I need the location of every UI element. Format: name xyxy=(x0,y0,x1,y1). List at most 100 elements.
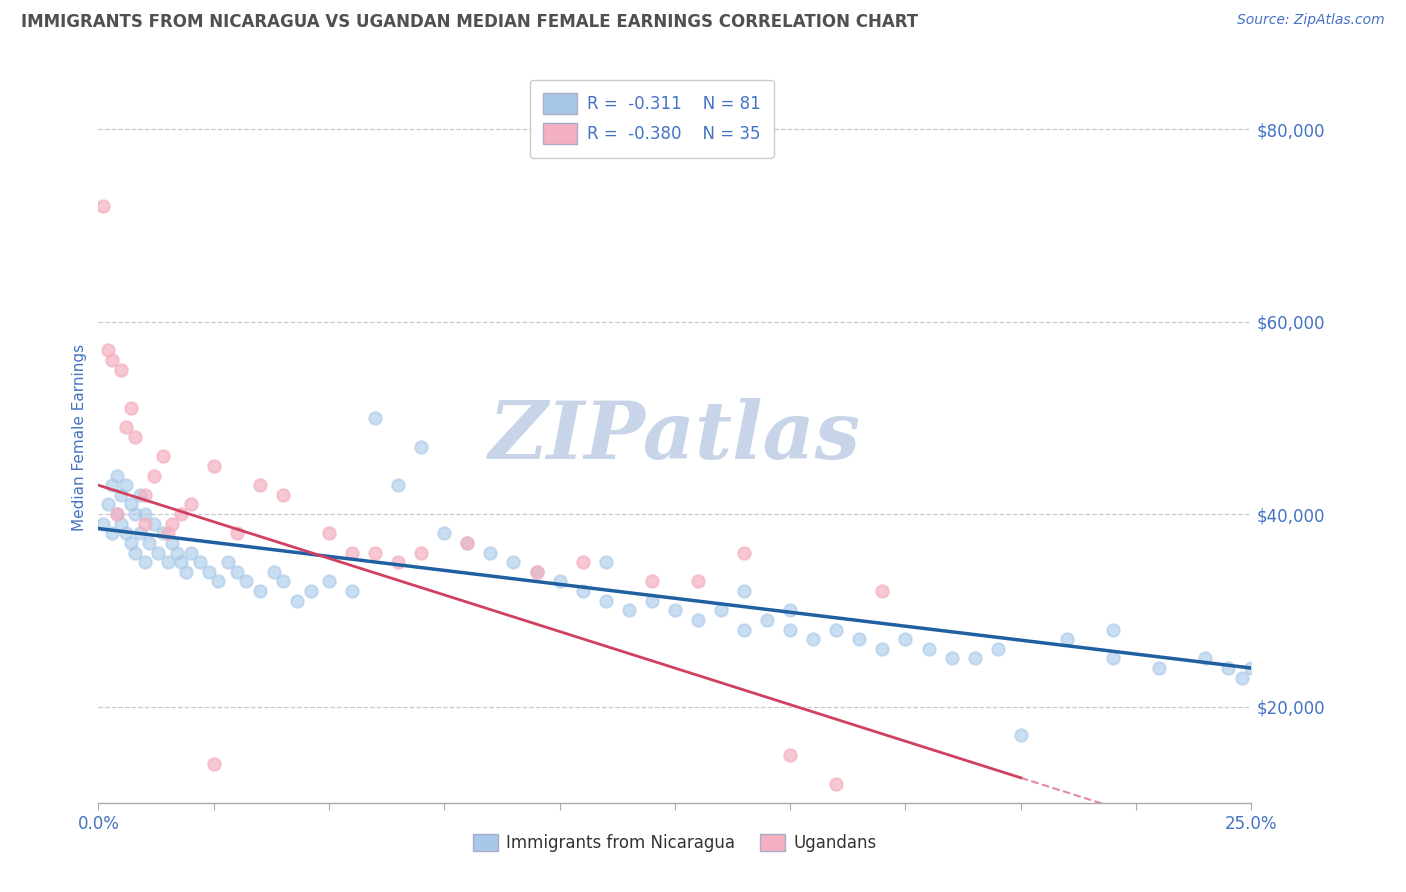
Point xyxy=(872,641,894,656)
Y-axis label: Median Female Earnings: Median Female Earnings xyxy=(72,343,87,531)
Point xyxy=(411,440,433,454)
Point xyxy=(756,613,779,627)
Point xyxy=(825,623,848,637)
Point xyxy=(271,488,294,502)
Point xyxy=(249,478,271,492)
Point xyxy=(180,545,202,559)
Point xyxy=(848,632,870,647)
Point xyxy=(526,565,548,579)
Point xyxy=(571,584,593,599)
Point xyxy=(299,584,322,599)
Point xyxy=(174,565,197,579)
Point xyxy=(1102,623,1125,637)
Point xyxy=(235,574,257,589)
Text: ZIPatlas: ZIPatlas xyxy=(489,399,860,475)
Point xyxy=(779,747,801,762)
Point xyxy=(617,603,640,617)
Point xyxy=(456,536,478,550)
Point xyxy=(1218,661,1240,675)
Point xyxy=(479,545,502,559)
Point xyxy=(340,545,363,559)
Text: Source: ZipAtlas.com: Source: ZipAtlas.com xyxy=(1237,13,1385,28)
Point xyxy=(124,507,146,521)
Point xyxy=(433,526,456,541)
Point xyxy=(97,343,120,358)
Point xyxy=(156,555,179,569)
Point xyxy=(387,555,409,569)
Point xyxy=(1056,632,1078,647)
Point xyxy=(110,488,132,502)
Point xyxy=(502,555,524,569)
Point xyxy=(160,536,183,550)
Point xyxy=(198,565,221,579)
Point xyxy=(207,574,229,589)
Legend: Immigrants from Nicaragua, Ugandans: Immigrants from Nicaragua, Ugandans xyxy=(464,825,886,860)
Point xyxy=(160,516,183,531)
Point xyxy=(120,498,142,512)
Point xyxy=(686,613,709,627)
Point xyxy=(97,498,120,512)
Point xyxy=(411,545,433,559)
Point xyxy=(941,651,963,665)
Point xyxy=(225,526,247,541)
Point xyxy=(105,507,128,521)
Point xyxy=(285,593,308,607)
Point xyxy=(364,545,387,559)
Point xyxy=(456,536,478,550)
Point xyxy=(142,468,165,483)
Point xyxy=(142,516,165,531)
Point xyxy=(134,488,156,502)
Point xyxy=(134,516,156,531)
Point xyxy=(124,545,146,559)
Point xyxy=(166,545,188,559)
Point xyxy=(387,478,409,492)
Point xyxy=(271,574,294,589)
Point xyxy=(170,555,193,569)
Point xyxy=(825,776,848,790)
Point xyxy=(733,545,755,559)
Point xyxy=(152,450,174,464)
Text: IMMIGRANTS FROM NICARAGUA VS UGANDAN MEDIAN FEMALE EARNINGS CORRELATION CHART: IMMIGRANTS FROM NICARAGUA VS UGANDAN MED… xyxy=(21,13,918,31)
Point xyxy=(779,603,801,617)
Point xyxy=(188,555,211,569)
Point xyxy=(115,526,138,541)
Point xyxy=(91,199,114,213)
Point xyxy=(595,555,617,569)
Point xyxy=(110,516,132,531)
Point xyxy=(318,526,340,541)
Point xyxy=(120,536,142,550)
Point xyxy=(115,420,138,434)
Point xyxy=(801,632,824,647)
Point xyxy=(217,555,239,569)
Point xyxy=(364,410,387,425)
Point xyxy=(124,430,146,444)
Point xyxy=(872,584,894,599)
Point xyxy=(595,593,617,607)
Point xyxy=(963,651,986,665)
Point xyxy=(110,362,132,376)
Point xyxy=(733,623,755,637)
Point xyxy=(138,536,160,550)
Point xyxy=(1240,661,1263,675)
Point xyxy=(1147,661,1170,675)
Point xyxy=(202,458,225,473)
Point xyxy=(318,574,340,589)
Point xyxy=(170,507,193,521)
Point xyxy=(225,565,247,579)
Point xyxy=(894,632,917,647)
Point xyxy=(571,555,593,569)
Point xyxy=(641,593,664,607)
Point xyxy=(101,526,124,541)
Point xyxy=(779,623,801,637)
Point xyxy=(91,516,114,531)
Point xyxy=(180,498,202,512)
Point xyxy=(202,757,225,772)
Point xyxy=(134,507,156,521)
Point xyxy=(526,565,548,579)
Point xyxy=(134,555,156,569)
Point xyxy=(115,478,138,492)
Point xyxy=(987,641,1010,656)
Point xyxy=(917,641,939,656)
Point xyxy=(156,526,179,541)
Point xyxy=(340,584,363,599)
